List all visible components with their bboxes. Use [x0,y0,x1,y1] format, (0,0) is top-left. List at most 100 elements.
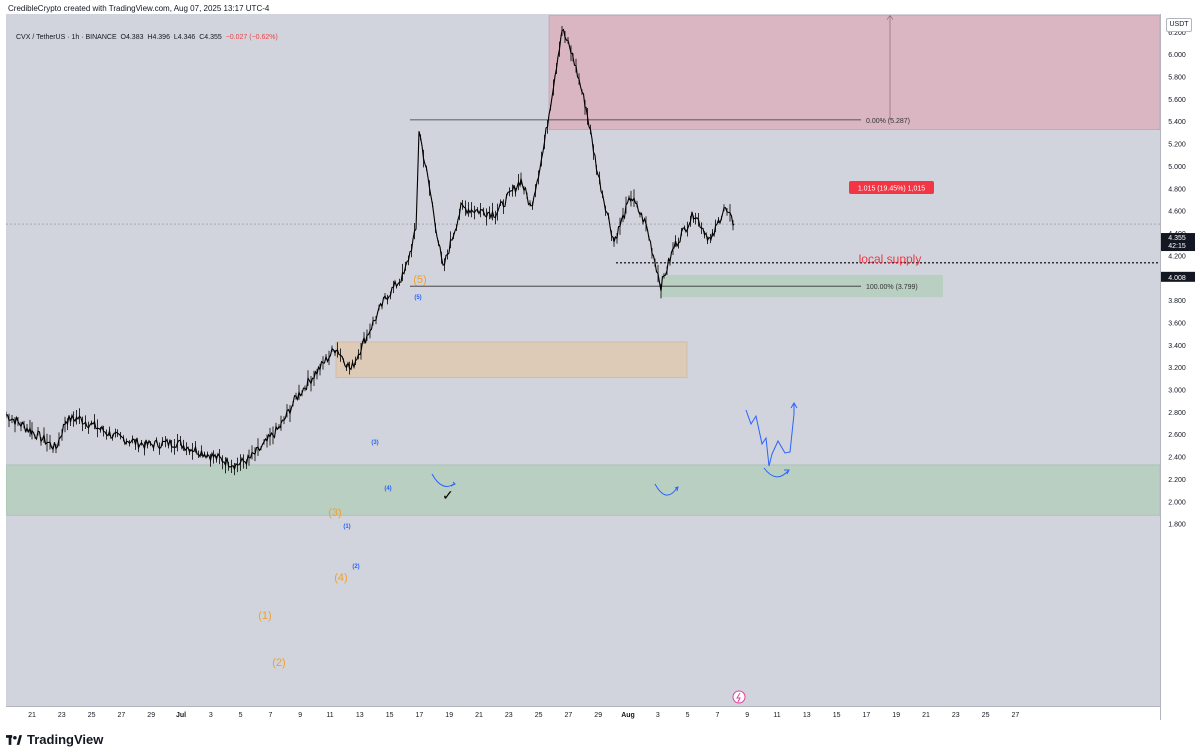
time-tick: 3 [656,712,660,719]
time-tick: 13 [356,712,364,719]
wave-minor-label: (5) [414,295,421,301]
marked-level-badge [1161,271,1195,282]
reaction-arrow [763,467,789,478]
support-zone [6,464,1160,516]
supply-zone [548,15,1160,130]
current-price-badge [1161,233,1195,252]
time-tick: 5 [686,712,690,719]
price-tick: 2.400 [1168,455,1186,462]
price-tick: 2.800 [1168,410,1186,417]
time-tick: 3 [209,712,213,719]
reaction-arrow-head [450,481,456,487]
tradingview-logo-icon [6,734,22,745]
wave-minor-label: (1) [343,524,350,530]
wave-minor-label: (2) [352,564,359,570]
chart-credit: CredibleCrypto created with TradingView.… [8,4,270,13]
brand-name: TradingView [27,732,104,747]
wave-primary-label: (1) [258,610,271,622]
time-tick: 19 [892,712,900,719]
legend-open: 4.383 [125,34,144,41]
price-tick: 6.200 [1168,30,1186,37]
price-tick: 3.800 [1168,298,1186,305]
price-tick: 4.600 [1168,209,1186,216]
footer: TradingView [0,722,1200,755]
time-tick: 9 [298,712,302,719]
time-tick: 29 [147,712,155,719]
price-tick: 5.800 [1168,75,1186,82]
time-tick: 23 [505,712,513,719]
time-tick: 27 [1012,712,1020,719]
price-tick: 2.200 [1168,477,1186,484]
lightning-icon [732,690,746,704]
time-tick: 13 [803,712,811,719]
lightning-glyph [736,692,741,703]
current-price-label: 4.355 [1168,235,1186,242]
time-tick: 11 [326,712,333,719]
price-tick: 5.400 [1168,119,1186,126]
wave-minor-label: (3) [371,440,378,446]
measure-arrow-head [886,15,894,20]
time-tick: 21 [28,712,36,719]
time-tick: 23 [58,712,66,719]
wave-primary-label: (4) [334,572,347,584]
fib-top-label: 0.00% (5.287) [866,118,910,125]
tradingview-brand[interactable]: TradingView [6,732,103,747]
legend-close-label: C [199,34,205,41]
price-tick: 5.600 [1168,97,1186,104]
time-tick: 21 [922,712,930,719]
price-tick: 5.000 [1168,164,1186,171]
price-axis[interactable]: 7.6007.4007.2007.0006.8006.6006.4006.200… [1160,14,1195,720]
wave-primary-label: (3) [328,507,341,519]
time-axis-ticks: 21 23 25 27 29 Jul 3 5 7 9 11 13 15 17 19 21 23 25 27 29 Aug… [28,712,1020,719]
time-tick: 17 [863,712,871,719]
legend-symbol: CVX / TetherUS · 1h · BINANCE [16,34,117,41]
time-tick: 15 [386,712,394,719]
reaction-arrow-head [784,469,790,475]
price-tick: 4.800 [1168,186,1186,193]
legend-high: 4.396 [152,34,170,41]
time-tick: 5 [239,712,243,719]
countdown-label: 42:15 [1168,243,1186,250]
price-tick: 4.200 [1168,253,1186,260]
time-tick: 7 [268,712,272,719]
price-chart[interactable]: 0.00% (5.287) 100.00% (3.799) 1.015 (19.45… [6,14,1160,706]
chart-area[interactable]: 0.00% (5.287) 100.00% (3.799) 1.015 (19.45… [6,14,1160,720]
time-tick: 25 [982,712,990,719]
price-tick: 2.000 [1168,499,1186,506]
time-tick: 21 [475,712,483,719]
time-tick: 27 [565,712,573,719]
legend-low: 4.346 [177,34,196,41]
price-axis-ticks: 7.6007.4007.2007.0006.8006.6006.4006.200… [1161,14,1195,529]
price-tick: 3.200 [1168,365,1186,372]
projection-arrow-head [790,402,798,409]
time-tick: 25 [88,712,96,719]
projection-path [745,404,795,467]
price-tick: 6.000 [1168,52,1186,59]
time-tick: 23 [952,712,960,719]
currency-button[interactable]: USDT [1166,18,1192,32]
time-tick: 15 [833,712,841,719]
time-tick: 27 [118,712,126,719]
price-tick: 1.800 [1168,522,1186,529]
legend-high-label: H [147,34,153,41]
legend-open-label: O [120,34,126,41]
time-tick: 7 [715,712,719,719]
legend-change: −0.027 (−0.62%) [225,34,278,41]
wave-primary-label: (2) [272,657,285,669]
price-tick: 3.600 [1168,320,1186,327]
wave-primary-label: (5) [413,274,426,286]
time-tick: 19 [445,712,453,719]
time-tick: Jul [176,712,186,719]
time-axis[interactable]: 21 23 25 27 29 Jul 3 5 7 9 11 13 15 17 19 21 23 25 27 29 Aug… [6,706,1160,721]
marked-level-label: 4.008 [1168,275,1186,282]
measure-label: 1.015 (19.45%) 1,015 [858,186,925,193]
time-tick: 25 [535,712,543,719]
symbol-legend: CVX / TetherUS · 1h · BINANCE O4.383 H4.… [16,34,278,41]
legend-low-label: L [173,34,178,41]
time-tick: Aug [621,712,635,719]
measure-badge [849,181,934,194]
price-tick: 5.200 [1168,142,1186,149]
price-line [6,28,735,471]
check-icon: ✓ [442,487,454,503]
price-tick: 2.600 [1168,432,1186,439]
